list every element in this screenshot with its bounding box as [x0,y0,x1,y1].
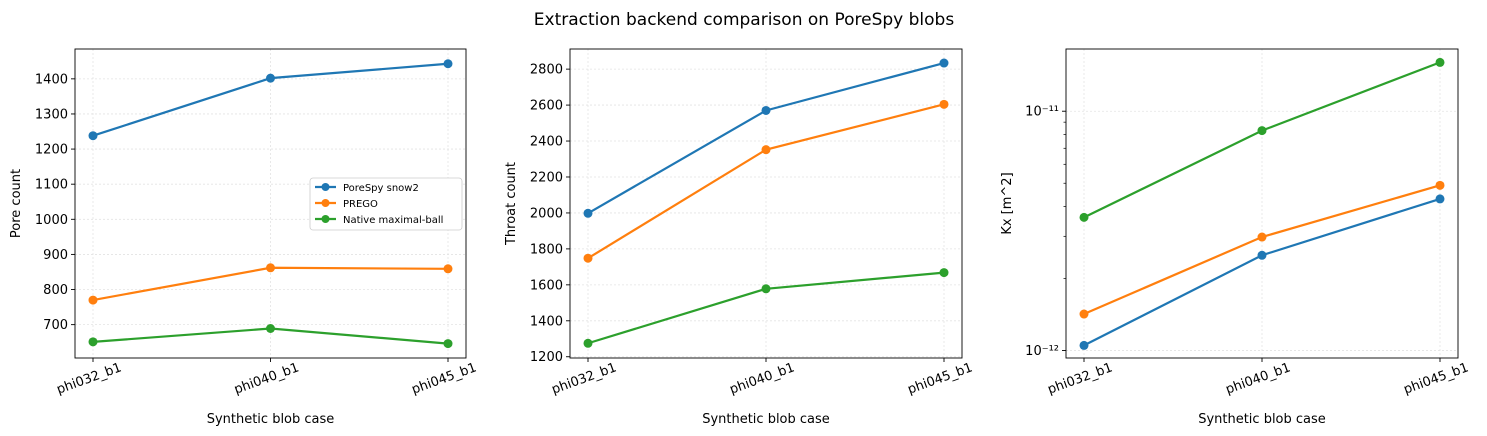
legend-swatch-marker [321,199,330,207]
y-tick-label: 1400 [35,72,68,87]
data-point [1079,340,1089,350]
data-point [1435,57,1445,67]
y-tick-label: 1100 [35,178,68,193]
data-point [443,339,453,349]
y-tick-label: 1200 [35,143,68,158]
data-point [1435,180,1445,190]
data-point [761,145,771,155]
data-point [1079,212,1089,222]
axes-frame [1065,48,1459,359]
axes-frame [569,48,963,359]
x-tick-label: phi040_b1 [232,360,301,397]
x-tick-label: phi045_b1 [1402,360,1471,397]
legend-box [309,177,463,231]
series-line [1083,197,1441,347]
data-point [88,337,98,347]
y-tick-label: 2800 [530,63,563,78]
legend-entry: Native maximal-ball [343,215,443,226]
x-axis-label: Synthetic blob case [702,412,830,427]
chart-panel-2: 1200 1400 1600 1800 2000 2200 2400 2600 2800 phi0… [504,48,975,427]
series-line [92,266,449,302]
series-line [587,271,945,345]
y-axis-label: Kx [m^2] [1000,172,1015,234]
y-tick-label: 2600 [530,99,563,114]
x-tick-label: phi032_b1 [1046,360,1115,397]
chart-panel-1: 700 800 900 1000 1100 1200 1300 1400 phi032_b1 ph… [9,48,479,427]
legend-swatch-marker [321,183,330,191]
data-point [1257,232,1267,242]
x-tick-label: phi040_b1 [728,360,797,397]
y-tick-label: 700 [43,318,68,333]
y-tick-label: 800 [43,283,68,298]
data-point [939,99,949,109]
data-point [1257,126,1267,136]
y-tick-label: 1300 [35,107,68,122]
y-tick-label: 1200 [530,350,563,365]
data-point [761,105,771,115]
x-tick-label: phi032_b1 [550,360,619,397]
data-point [88,295,98,305]
figure-title: Extraction backend comparison on PoreSpy… [534,10,955,30]
y-tick-label: 10⁻¹¹ [1025,105,1059,120]
data-point [88,131,98,141]
y-tick-label: 2000 [530,206,563,221]
x-tick-label: phi045_b1 [410,360,479,397]
y-tick-label: 2200 [530,170,563,185]
legend: PoreSpy snow2 PREGO Native maximal-ball [309,177,463,231]
y-tick-label: 1400 [530,314,563,329]
y-tick-label: 1000 [35,213,68,228]
data-point [939,268,949,278]
y-axis-label: Throat count [504,162,519,246]
data-point [583,208,593,218]
data-point [583,253,593,263]
y-tick-label: 1600 [530,278,563,293]
data-point [1257,250,1267,260]
data-point [266,324,275,334]
y-tick-label: 2400 [530,135,563,150]
data-point [443,264,453,274]
x-tick-label: phi040_b1 [1224,360,1293,397]
y-tick-label: 10⁻¹² [1025,344,1059,359]
data-point [939,58,949,68]
data-point [266,263,275,273]
x-axis-label: Synthetic blob case [207,412,335,427]
x-axis-label: Synthetic blob case [1198,412,1326,427]
legend-entry: PREGO [343,199,378,210]
legend-entry: PoreSpy snow2 [343,183,419,194]
data-point [583,338,593,348]
y-tick-label: 1800 [530,242,563,257]
x-tick-label: phi045_b1 [906,360,975,397]
data-point [1079,309,1089,319]
data-point [761,284,771,294]
x-tick-label: phi032_b1 [55,360,124,397]
legend-swatch-marker [321,215,330,223]
data-point [1435,194,1445,204]
y-axis-label: Pore count [9,169,24,238]
y-tick-label: 900 [43,248,68,263]
chart-panel-3: 10⁻¹² 10⁻¹¹ phi032_b1 phi040_b1 phi045_b1 Syn… [1000,48,1471,427]
data-point [266,73,275,83]
data-point [443,59,453,69]
